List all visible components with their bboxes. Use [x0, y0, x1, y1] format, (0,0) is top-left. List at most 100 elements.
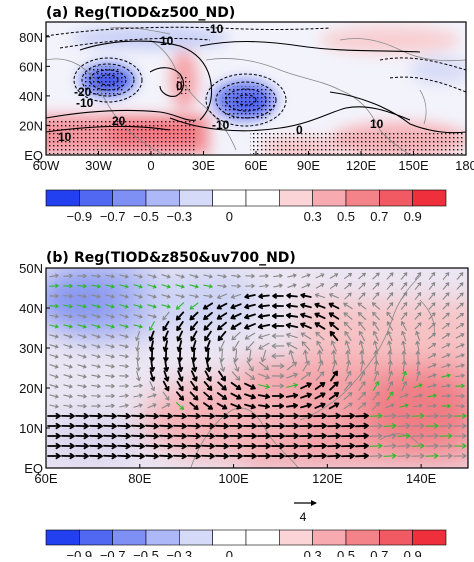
wind-vector [455, 363, 465, 368]
wind-vector [215, 442, 229, 450]
wind-vector [355, 422, 369, 430]
wind-vector [272, 293, 284, 299]
wind-vector [231, 371, 241, 381]
wind-vector [373, 340, 378, 352]
x-tick-label: 60E [244, 158, 267, 173]
wind-vector [215, 412, 229, 420]
wind-vector [246, 360, 254, 372]
wind-vector [204, 340, 211, 352]
colorbar-swatch [179, 529, 213, 546]
wind-vector [219, 360, 226, 372]
wind-vector [399, 403, 409, 408]
y-tick-label: 40N [19, 301, 43, 316]
wind-vector [61, 432, 75, 440]
wind-vector [244, 403, 256, 410]
wind-vector [359, 350, 365, 362]
contour-label: 10 [160, 34, 174, 48]
colorbar-tick-label: 0.3 [304, 548, 322, 557]
wind-vector [135, 360, 141, 372]
wind-vector [105, 314, 115, 319]
wind-vector [371, 402, 381, 410]
wind-vector [329, 293, 339, 299]
wind-vector [63, 334, 73, 339]
wind-vector [442, 312, 450, 320]
wind-vector [145, 442, 159, 450]
wind-vector [411, 453, 425, 459]
wind-vector [61, 412, 75, 420]
wind-vector [302, 360, 310, 372]
wind-vector [77, 284, 87, 289]
wind-vector [285, 392, 299, 399]
wind-vector [203, 284, 213, 289]
wind-vector [257, 432, 271, 440]
wind-vector [411, 443, 425, 449]
wind-vector [400, 292, 408, 300]
wind-vector [75, 422, 89, 430]
wind-vector [453, 453, 467, 459]
contour-label: -10 [212, 118, 230, 132]
wind-vector [63, 404, 73, 409]
wind-vector [159, 432, 173, 440]
wind-vector [329, 283, 339, 289]
wind-vector [345, 350, 351, 362]
wind-vector [399, 393, 409, 399]
wind-vector [299, 432, 313, 440]
wind-vector [358, 321, 366, 331]
wind-vector [442, 302, 450, 310]
wind-vector [341, 422, 355, 430]
reference-vector: 4 [294, 500, 317, 524]
wind-vector [175, 311, 185, 321]
panel-b-plot [46, 268, 468, 468]
wind-vector [231, 283, 241, 289]
wind-vector [372, 292, 380, 300]
wind-vector [455, 393, 465, 399]
wind-vector [63, 374, 73, 379]
wind-vector [272, 303, 284, 309]
wind-vector [243, 442, 257, 450]
wind-vector [428, 282, 436, 290]
wind-vector [271, 333, 285, 339]
contour-label: 0 [176, 79, 183, 93]
wind-vector [439, 423, 453, 429]
wind-vector [49, 344, 59, 349]
wind-vector [453, 423, 467, 429]
wind-vector [204, 370, 212, 382]
wind-vector [162, 330, 169, 342]
wind-vector [63, 354, 73, 359]
wind-vector [285, 422, 299, 430]
colorbar-swatch [212, 189, 247, 207]
wind-vector [300, 392, 312, 399]
y-tick-label: 50N [19, 261, 43, 276]
wind-vector [49, 273, 59, 278]
wind-vector [369, 443, 383, 449]
wind-vector [299, 452, 313, 460]
wind-vector [217, 321, 227, 331]
wind-vector [344, 331, 352, 341]
wind-vector [344, 282, 352, 290]
wind-vector [317, 349, 323, 363]
wind-vector [103, 432, 117, 440]
wind-vector [300, 402, 312, 409]
wind-vector [191, 359, 198, 373]
wind-vector [286, 302, 298, 309]
wind-vector [328, 392, 340, 400]
wind-vector [215, 422, 229, 430]
wind-vector [77, 403, 87, 409]
wind-vector [91, 393, 101, 399]
wind-vector [369, 453, 383, 459]
wind-vector [327, 442, 341, 450]
wind-vector [314, 322, 326, 330]
wind-vector [414, 272, 422, 280]
contour-label: -20 [74, 85, 92, 99]
wind-vector [313, 412, 327, 420]
wind-vector [203, 274, 213, 279]
wind-vector [189, 401, 199, 411]
wind-vector [63, 364, 73, 369]
wind-vector [341, 412, 355, 420]
wind-vector [453, 433, 467, 439]
y-tick-label: EQ [24, 148, 43, 163]
wind-vector [91, 334, 101, 339]
wind-vector [259, 283, 269, 288]
colorbar-swatch [379, 529, 413, 546]
wind-vector [89, 442, 103, 450]
